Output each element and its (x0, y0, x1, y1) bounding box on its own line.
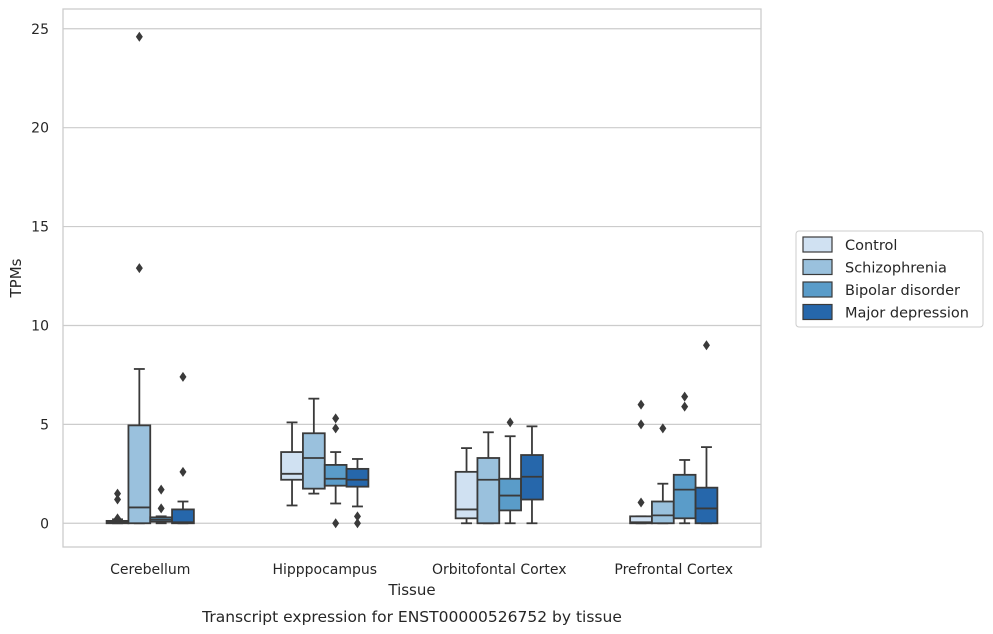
x-tick-label: Cerebellum (110, 562, 190, 578)
legend-label: Major depression (845, 306, 969, 322)
box-3-0 (629, 399, 653, 525)
box-iqr (476, 457, 501, 525)
outlier-point (157, 484, 165, 495)
outlier-point (114, 494, 122, 505)
legend-swatch (802, 281, 833, 298)
outlier-point (114, 513, 122, 524)
outlier-point (179, 371, 187, 382)
legend: Control Schizophrenia Bipolar disorder Majo… (795, 230, 984, 328)
box-3-1 (651, 423, 675, 525)
x-tick-label: Hipppocampus (272, 562, 377, 578)
box-3-3 (694, 340, 719, 525)
box-0-3 (171, 371, 195, 525)
box-2-1 (476, 431, 501, 525)
outlier-point (114, 488, 122, 499)
outlier-point (332, 518, 340, 529)
y-tick-label: 0 (40, 516, 49, 532)
legend-swatch (802, 258, 833, 276)
box-iqr (323, 464, 348, 487)
outlier-point (681, 401, 689, 412)
outlier-point (332, 413, 340, 424)
y-axis-label: TPMs (7, 258, 25, 298)
box-2-2 (498, 417, 522, 525)
outlier-point (353, 518, 361, 529)
box-0-0 (105, 488, 130, 525)
box-1-1 (302, 397, 326, 495)
y-tick-label: 20 (31, 121, 49, 137)
outlier-point (332, 423, 340, 434)
plot-frame (62, 8, 762, 548)
outlier-point (353, 511, 361, 522)
gridlines (63, 28, 761, 524)
box-iqr (498, 477, 522, 512)
y-tick-label: 25 (31, 22, 49, 38)
outlier-point (702, 340, 710, 351)
box-2-3 (520, 425, 544, 525)
y-tick-label: 10 (31, 318, 49, 334)
box-iqr (345, 467, 370, 488)
legend-frame (795, 230, 984, 328)
outlier-point (637, 497, 645, 508)
box-iqr (127, 424, 152, 525)
legend-swatch (802, 236, 833, 253)
legend-label: Bipolar disorder (845, 283, 960, 299)
x-tick-label: Prefrontal Cortex (614, 562, 733, 578)
box-iqr (651, 500, 675, 525)
outlier-point (135, 263, 143, 274)
x-axis-label: Tissue (387, 581, 435, 599)
box-0-2 (149, 484, 173, 525)
outlier-point (135, 31, 143, 42)
box-iqr (672, 473, 697, 520)
chart-caption: Transcript expression for ENST0000052675… (201, 608, 622, 626)
outlier-point (637, 399, 645, 410)
box-1-0 (280, 421, 304, 507)
outlier-point (157, 503, 165, 514)
legend-label: Schizophrenia (845, 261, 947, 277)
x-tick-label: Orbitofontal Cortex (432, 562, 567, 578)
outlier-point (637, 419, 645, 430)
boxes (105, 31, 719, 529)
y-tick-label: 15 (31, 220, 49, 236)
legend-swatch (802, 303, 833, 321)
box-2-0 (454, 447, 479, 525)
box-1-2 (323, 413, 348, 529)
box-iqr (694, 486, 719, 525)
box-3-2 (672, 391, 697, 525)
outlier-point (506, 417, 514, 428)
box-1-3 (345, 458, 370, 529)
box-iqr (171, 508, 195, 525)
box-iqr (302, 432, 326, 490)
box-0-1 (127, 31, 152, 525)
outlier-point (681, 391, 689, 402)
y-tick-label: 5 (40, 417, 49, 433)
box-iqr (454, 470, 479, 520)
legend-label: Control (845, 238, 897, 254)
outlier-point (659, 423, 667, 434)
x-tick-labels: Cerebellum Hipppocampus Orbitofontal Corte… (110, 562, 733, 578)
box-iqr (280, 451, 304, 481)
y-tick-labels: 0 5 10 15 20 25 (31, 22, 49, 532)
outlier-point (179, 466, 187, 477)
